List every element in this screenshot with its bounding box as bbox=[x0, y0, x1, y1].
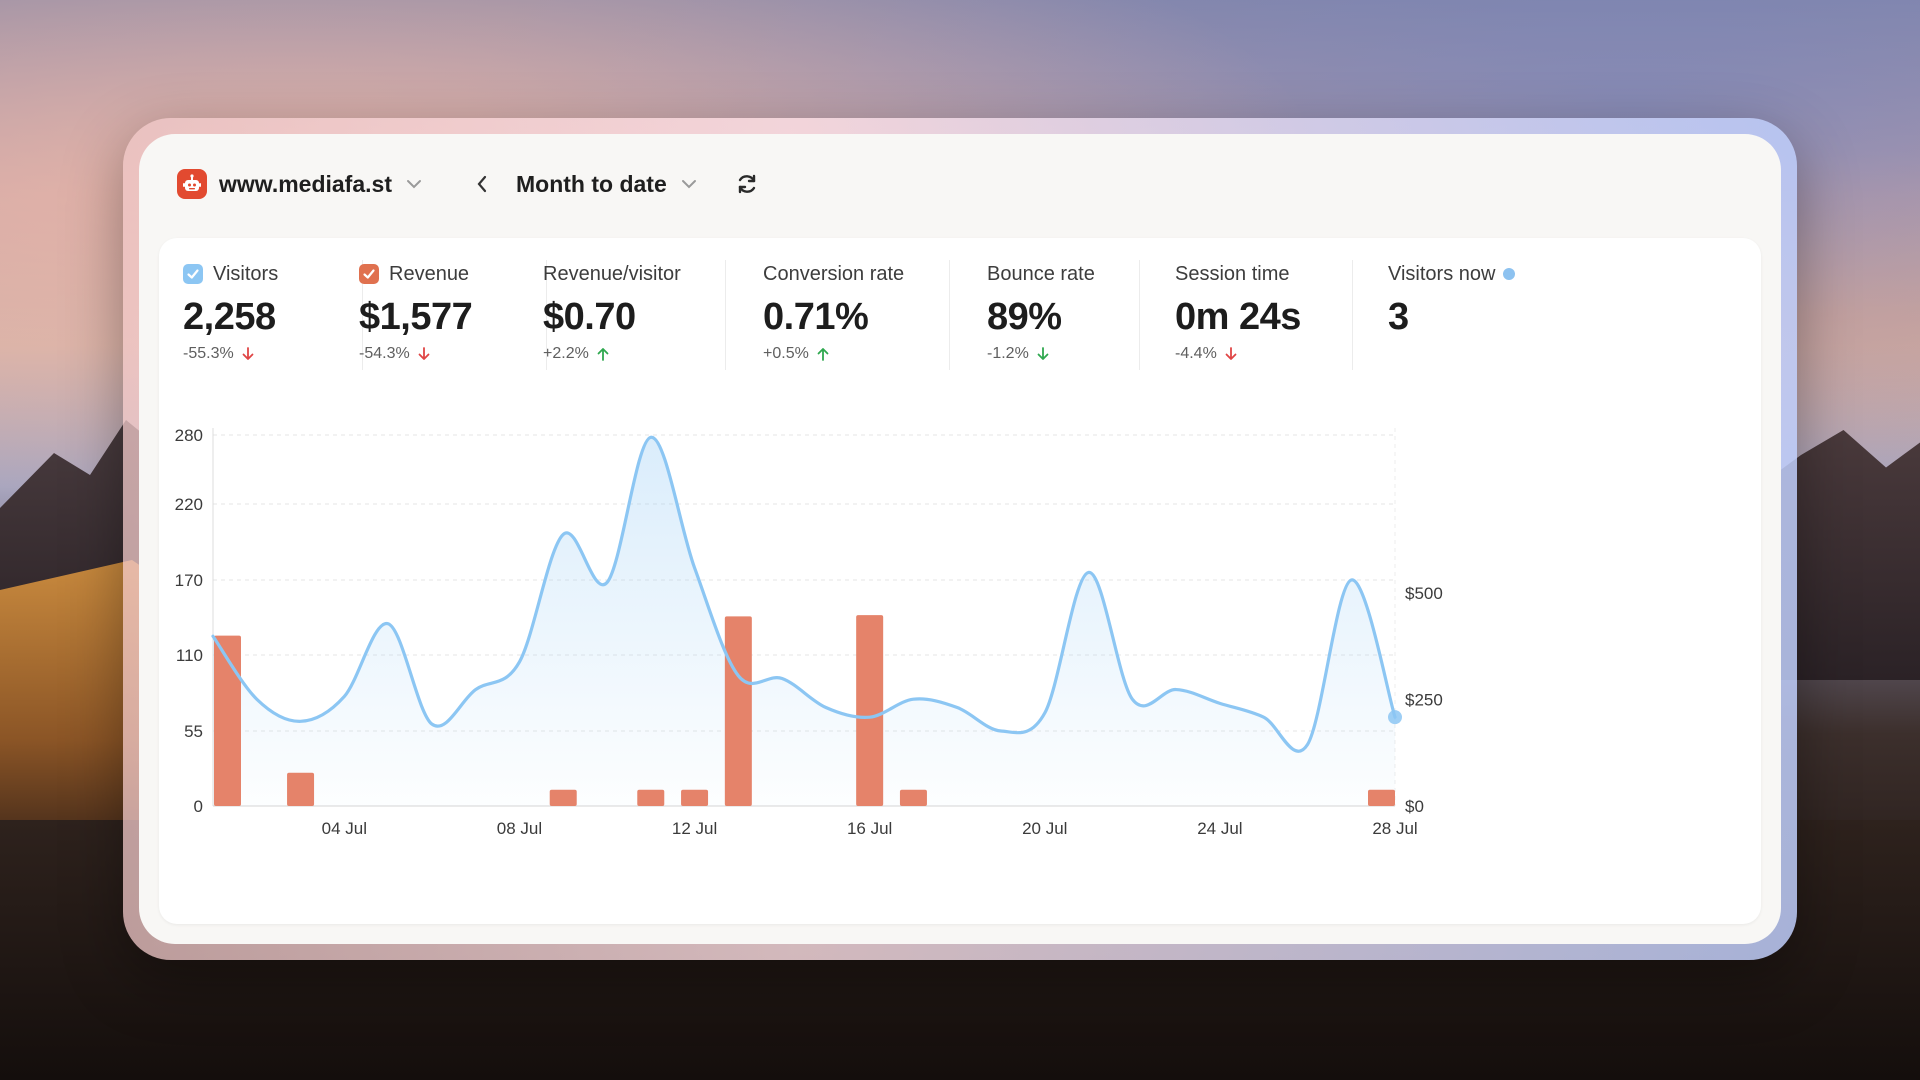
metric-value: 0m 24s bbox=[1175, 296, 1301, 338]
x-tick-label: 04 Jul bbox=[322, 819, 367, 838]
x-tick-label: 08 Jul bbox=[497, 819, 542, 838]
revenue-bar bbox=[1368, 789, 1395, 806]
metric-revenue-per-visitor[interactable]: Revenue/visitor $0.70 +2.2% bbox=[543, 260, 681, 370]
y-tick-label: 0 bbox=[194, 797, 203, 816]
revenue-bar bbox=[287, 772, 315, 806]
y-tick-label: 110 bbox=[176, 646, 203, 665]
visitors-revenue-chart: 0 55 110 170 220 280 $0 $250 $500 04 Jul 08 Jul 12 … bbox=[175, 426, 1443, 838]
period-selector[interactable]: Month to date bbox=[515, 170, 667, 197]
revenue-bar bbox=[214, 635, 241, 806]
y2-tick-label: $250 bbox=[1405, 691, 1443, 710]
toolbar: www.mediafa.st Month to date bbox=[177, 162, 761, 206]
metric-change: +2.2% bbox=[543, 345, 589, 362]
revenue-bar bbox=[681, 789, 709, 806]
arrow-down-icon bbox=[1037, 347, 1049, 360]
metric-visitors-now[interactable]: Visitors now 3 bbox=[1388, 260, 1516, 370]
visitors-area bbox=[213, 437, 1395, 806]
arrow-down-icon bbox=[418, 347, 430, 360]
chevron-left-icon[interactable] bbox=[470, 172, 494, 196]
metric-value: 2,258 bbox=[183, 296, 276, 338]
visitors-checkbox[interactable] bbox=[183, 264, 203, 284]
arrow-up-icon bbox=[597, 348, 609, 361]
divider bbox=[949, 260, 950, 370]
metric-change: -4.4% bbox=[1175, 345, 1217, 362]
metric-change: -55.3% bbox=[183, 345, 234, 362]
live-indicator-icon bbox=[1503, 268, 1516, 280]
y-tick-label: 280 bbox=[175, 426, 203, 445]
metric-change: -1.2% bbox=[987, 345, 1029, 362]
y-tick-label: 220 bbox=[175, 495, 203, 514]
revenue-bar bbox=[724, 616, 752, 806]
robot-icon[interactable] bbox=[177, 169, 207, 199]
metric-label: Revenue/visitor bbox=[543, 262, 681, 285]
metric-change: +0.5% bbox=[763, 345, 809, 362]
x-tick-label: 24 Jul bbox=[1197, 819, 1242, 838]
arrow-down-icon bbox=[242, 347, 254, 360]
metric-label: Visitors bbox=[213, 262, 279, 285]
x-tick-label: 12 Jul bbox=[672, 819, 717, 838]
metric-change: -54.3% bbox=[359, 345, 410, 362]
divider bbox=[1352, 260, 1353, 370]
arrow-up-icon bbox=[817, 348, 829, 361]
revenue-bar bbox=[856, 615, 884, 806]
analytics-window: www.mediafa.st Month to date bbox=[139, 134, 1781, 944]
metric-revenue[interactable]: Revenue $1,577 -54.3% bbox=[359, 260, 473, 370]
metric-bounce-rate[interactable]: Bounce rate 89% -1.2% bbox=[987, 260, 1095, 370]
arrow-down-icon bbox=[1225, 347, 1237, 360]
x-tick-label: 20 Jul bbox=[1022, 819, 1067, 838]
refresh-icon[interactable] bbox=[733, 170, 761, 198]
metric-value: $1,577 bbox=[359, 296, 473, 338]
current-point-marker bbox=[1388, 710, 1402, 725]
metric-session-time[interactable]: Session time 0m 24s -4.4% bbox=[1175, 260, 1301, 370]
chevron-down-icon[interactable] bbox=[406, 179, 422, 189]
site-selector[interactable]: www.mediafa.st bbox=[219, 170, 392, 197]
metric-label: Bounce rate bbox=[987, 262, 1095, 285]
metric-visitors[interactable]: Visitors 2,258 -55.3% bbox=[183, 260, 278, 370]
metric-label: Conversion rate bbox=[763, 262, 905, 285]
y2-tick-label: $500 bbox=[1405, 584, 1443, 603]
metric-label: Session time bbox=[1175, 262, 1290, 285]
y-tick-label: 55 bbox=[184, 722, 203, 741]
metric-conversion-rate[interactable]: Conversion rate 0.71% +0.5% bbox=[763, 260, 904, 370]
revenue-bar bbox=[637, 789, 665, 806]
divider bbox=[725, 260, 726, 370]
chevron-down-icon[interactable] bbox=[681, 179, 697, 189]
stats-card: Visitors 2,258 -55.3% Revenue $1,577 -54… bbox=[159, 238, 1761, 924]
metric-value: $0.70 bbox=[543, 296, 636, 338]
x-tick-label: 16 Jul bbox=[847, 819, 892, 838]
metric-label: Visitors now bbox=[1388, 262, 1496, 285]
divider bbox=[546, 260, 547, 370]
x-tick-label: 28 Jul bbox=[1372, 819, 1417, 838]
y2-tick-label: $0 bbox=[1405, 797, 1424, 816]
revenue-bar bbox=[899, 789, 927, 806]
y-tick-label: 170 bbox=[175, 571, 203, 590]
metric-value: 3 bbox=[1388, 296, 1409, 338]
metric-value: 89% bbox=[987, 296, 1062, 338]
metric-label: Revenue bbox=[389, 262, 470, 285]
divider bbox=[362, 260, 363, 370]
revenue-bar bbox=[549, 789, 577, 806]
divider bbox=[1139, 260, 1140, 370]
revenue-checkbox[interactable] bbox=[359, 264, 379, 284]
metric-value: 0.71% bbox=[763, 296, 869, 338]
